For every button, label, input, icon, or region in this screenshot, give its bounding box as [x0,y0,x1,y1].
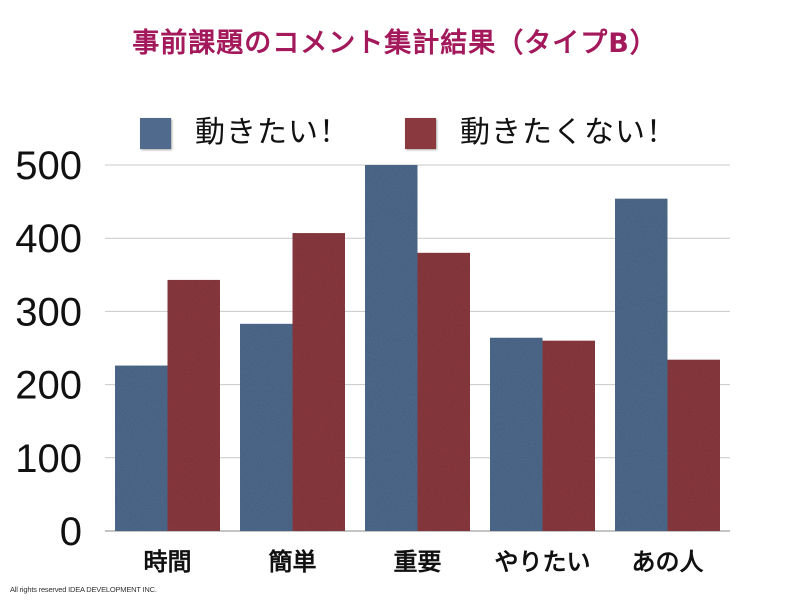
y-tick-label: 100 [15,437,82,481]
y-tick-label: 500 [15,144,82,188]
bar-series-2 [667,359,720,531]
legend: 動きたい！ 動きたくない！ [0,110,800,156]
legend-label: 動きたい！ [195,115,350,150]
bars [115,165,720,532]
x-tick-label: あの人 [632,548,704,576]
bar-series-1 [115,365,168,531]
legend-swatch-blue [140,118,171,149]
bar-series-1 [240,323,293,531]
y-tick-label: 200 [15,364,82,408]
bar-series-1 [490,337,543,531]
chart-title: 事前課題のコメント集計結果（タイプB） [132,28,658,59]
legend-swatch-red [405,118,436,149]
bar-series-2 [292,233,345,532]
x-tick-label: 重要 [394,548,442,576]
copyright-footer: All rights reserved IDEA DEVELOPMENT INC… [10,585,157,594]
bar-series-1 [615,198,668,531]
y-tick-label: 300 [15,290,82,334]
y-tick-label: 0 [60,510,82,554]
x-tick-label: 簡単 [269,548,317,576]
bar-series-2 [167,279,220,531]
y-tick-label: 400 [15,217,82,261]
bar-series-2 [417,252,470,531]
x-tick-label: やりたい [495,548,591,576]
axis-labels: 0 100 200 300 400 500 時間 簡単 重要 やりたい あの人 [15,144,703,576]
bar-series-1 [365,165,418,531]
x-tick-label: 時間 [144,548,192,576]
bar-series-2 [542,340,595,531]
legend-label: 動きたくない！ [460,115,677,150]
